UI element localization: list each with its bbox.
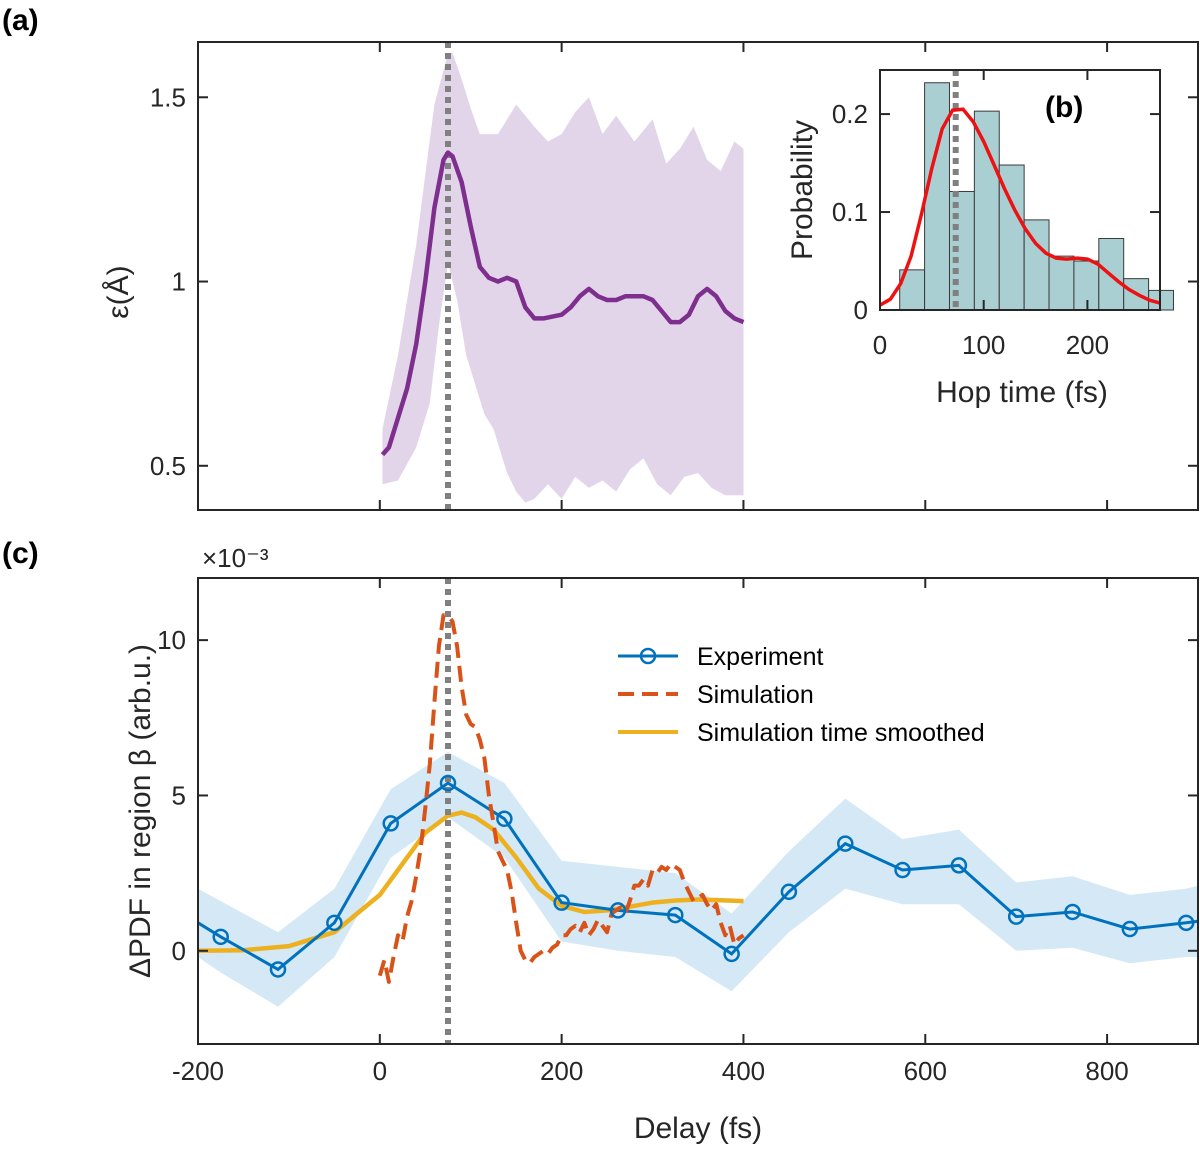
x-tick-label: 600 xyxy=(904,1056,947,1086)
experiment-marker xyxy=(439,774,457,792)
legend-experiment-marker xyxy=(639,647,657,665)
experiment-marker xyxy=(326,914,343,932)
experiment-marker xyxy=(1121,920,1139,938)
panel-b-plot-area xyxy=(879,70,1174,311)
experiment-marker xyxy=(894,861,911,879)
panel-label-c: (c) xyxy=(2,537,39,570)
x-tick-label: 200 xyxy=(540,1056,583,1086)
experiment-marker xyxy=(382,815,399,832)
histogram-bar xyxy=(1048,255,1075,311)
experiment-marker xyxy=(609,902,627,919)
panel-a-ticks: 0.5 1 1.5 xyxy=(150,42,1198,510)
experiment-marker xyxy=(1007,908,1025,925)
kde-fit-curve xyxy=(879,107,1161,307)
panel-c-chart: -200 0 200 400 600 800 0 5 10 ×10⁻³ ΔPDF in regi… xyxy=(124,543,1199,1145)
experiment-marker xyxy=(667,906,684,924)
experiment-marker xyxy=(950,857,968,874)
x-tick-label: 100 xyxy=(962,330,1005,360)
experiment-marker xyxy=(723,945,740,963)
panel-label-a: (a) xyxy=(2,4,39,37)
y-tick-label: 0.5 xyxy=(150,451,186,481)
smoothed-simulation-line xyxy=(197,810,744,954)
panel-c-xlabel: Delay (fs) xyxy=(634,1112,762,1145)
eps-std-band xyxy=(382,53,744,503)
panel-c-plot-area xyxy=(197,578,1199,1044)
histogram-bar xyxy=(973,110,1000,311)
legend-smoothed-label: Simulation time smoothed xyxy=(697,719,985,747)
histogram-bar xyxy=(924,82,950,311)
panel-b-chart: 0 100 200 0 0.1 0.2 (b) Probability Hop time … xyxy=(786,69,1174,409)
panel-a-plot-area xyxy=(380,42,745,510)
panel-a-chart: 0.5 1 1.5 ε(Å) xyxy=(102,41,1199,511)
panel-b-xlabel: Hop time (fs) xyxy=(936,376,1108,409)
experiment-marker xyxy=(269,961,287,978)
y-tick-label: 10 xyxy=(157,625,186,655)
experiment-marker xyxy=(1064,903,1081,921)
panel-b-ticks: 0 100 200 0 0.1 0.2 xyxy=(832,70,1160,360)
histogram-bar xyxy=(1073,260,1100,311)
x-tick-label: -200 xyxy=(172,1056,224,1086)
panel-b-ylabel: Probability xyxy=(786,120,819,260)
panel-a-axes-box xyxy=(197,41,1199,511)
y-tick-label: 0 xyxy=(172,936,186,966)
y-tick-label: 0.2 xyxy=(832,99,868,129)
x-tick-label: 0 xyxy=(373,1056,387,1086)
experiment-marker xyxy=(1177,914,1195,932)
x-tick-label: 400 xyxy=(722,1056,765,1086)
panel-c-axes-box xyxy=(197,577,1199,1045)
panel-b-axes-box xyxy=(879,69,1161,311)
panel-c-legend: Experiment Simulation Simulation time sm… xyxy=(618,643,985,747)
panel-a-ylabel: ε(Å) xyxy=(102,265,135,318)
experiment-marker xyxy=(496,810,513,828)
y-tick-label: 1 xyxy=(172,267,186,297)
x-tick-label: 0 xyxy=(873,330,887,360)
panel-c-ticks: -200 0 200 400 600 800 0 5 10 xyxy=(157,578,1198,1086)
legend-experiment-label: Experiment xyxy=(697,643,823,671)
simulation-line xyxy=(377,613,745,984)
experiment-marker xyxy=(780,883,798,901)
panel-label-b: (b) xyxy=(1045,91,1083,124)
eps-mean-line xyxy=(380,150,745,457)
experiment-marker xyxy=(212,928,229,946)
experiment-marker xyxy=(837,835,854,852)
x-tick-label: 200 xyxy=(1066,330,1109,360)
y-tick-label: 1.5 xyxy=(150,82,186,112)
panel-c-ylabel: ΔPDF in region β (arb.u.) xyxy=(124,644,157,978)
panel-c-exponent-label: ×10⁻³ xyxy=(202,543,269,573)
experiment-marker xyxy=(553,894,570,911)
y-tick-label: 0 xyxy=(854,295,868,325)
y-tick-label: 5 xyxy=(172,780,186,810)
legend-simulation-label: Simulation xyxy=(697,681,814,709)
experiment-line xyxy=(197,781,1199,972)
y-tick-label: 0.1 xyxy=(832,197,868,227)
experiment-error-band xyxy=(198,752,1198,1007)
x-tick-label: 800 xyxy=(1085,1056,1128,1086)
